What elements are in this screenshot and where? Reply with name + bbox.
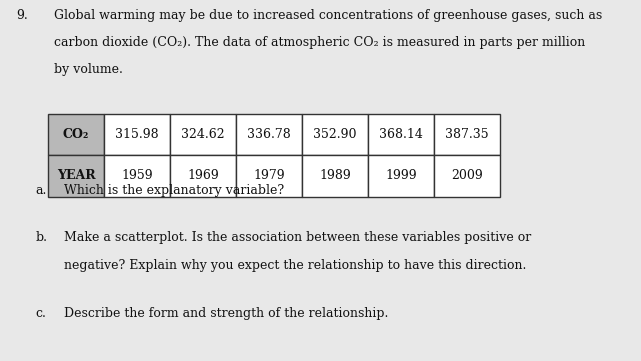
Text: 2009: 2009: [451, 169, 483, 183]
Text: 324.62: 324.62: [181, 128, 225, 141]
Text: c.: c.: [35, 307, 46, 320]
Text: 1959: 1959: [121, 169, 153, 183]
Text: negative? Explain why you expect the relationship to have this direction.: negative? Explain why you expect the rel…: [64, 259, 526, 272]
Text: Which is the explanatory variable?: Which is the explanatory variable?: [64, 184, 284, 197]
Text: b.: b.: [35, 231, 47, 244]
Text: by volume.: by volume.: [54, 63, 123, 76]
Bar: [302, 114, 368, 155]
Text: CO₂: CO₂: [63, 128, 89, 141]
Bar: [302, 155, 368, 197]
Bar: [104, 114, 170, 155]
Text: carbon dioxide (CO₂). The data of atmospheric CO₂ is measured in parts per milli: carbon dioxide (CO₂). The data of atmosp…: [54, 36, 586, 49]
Bar: [368, 114, 434, 155]
Bar: [236, 155, 302, 197]
Bar: [170, 114, 236, 155]
Text: 1989: 1989: [319, 169, 351, 183]
Bar: [236, 114, 302, 155]
Text: YEAR: YEAR: [56, 169, 96, 183]
Text: 368.14: 368.14: [379, 128, 423, 141]
Bar: [170, 155, 236, 197]
Bar: [104, 155, 170, 197]
Bar: [48, 155, 104, 197]
Text: 1969: 1969: [187, 169, 219, 183]
Text: 315.98: 315.98: [115, 128, 159, 141]
Bar: [48, 114, 104, 155]
Text: 9.: 9.: [16, 9, 28, 22]
Bar: [368, 155, 434, 197]
Text: 352.90: 352.90: [313, 128, 356, 141]
Bar: [434, 114, 500, 155]
Bar: [434, 155, 500, 197]
Text: Describe the form and strength of the relationship.: Describe the form and strength of the re…: [64, 307, 388, 320]
Text: a.: a.: [35, 184, 47, 197]
Text: Global warming may be due to increased concentrations of greenhouse gases, such : Global warming may be due to increased c…: [54, 9, 603, 22]
Text: 1979: 1979: [253, 169, 285, 183]
Text: 387.35: 387.35: [445, 128, 489, 141]
Text: Make a scatterplot. Is the association between these variables positive or: Make a scatterplot. Is the association b…: [64, 231, 531, 244]
Text: 1999: 1999: [385, 169, 417, 183]
Text: 336.78: 336.78: [247, 128, 291, 141]
